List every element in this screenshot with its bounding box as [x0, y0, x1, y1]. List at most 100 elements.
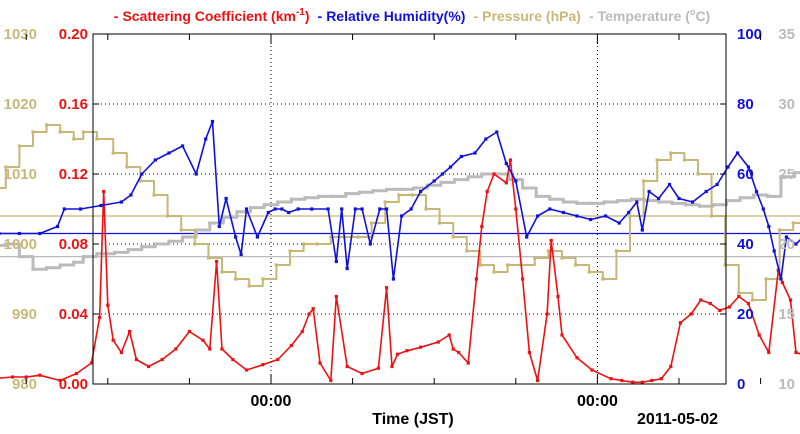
data-point-temperature — [235, 210, 239, 214]
data-point-temperature — [262, 203, 266, 207]
data-point-pressure — [206, 256, 210, 260]
data-point-humidity — [432, 179, 436, 183]
legend-scattering-close: ) — [305, 8, 310, 24]
y-tick-label-temperature: 20 — [778, 236, 795, 253]
data-point-pressure — [560, 256, 564, 260]
data-point-temperature — [738, 196, 742, 200]
data-point-scattering — [794, 350, 798, 355]
legend-humidity: Relative Humidity(%) — [326, 8, 465, 24]
data-point-humidity — [640, 228, 644, 232]
data-point-temperature — [466, 175, 470, 179]
data-point-temperature — [17, 255, 21, 259]
data-point-scattering — [300, 329, 304, 334]
data-point-temperature — [330, 194, 334, 198]
data-point-humidity — [677, 196, 681, 201]
data-point-scattering — [757, 333, 761, 337]
data-point-scattering — [474, 277, 478, 281]
data-point-temperature — [81, 255, 85, 259]
data-point-scattering — [631, 380, 635, 384]
data-point-scattering — [58, 378, 62, 383]
data-point-pressure — [166, 214, 170, 218]
series-points-pressure — [4, 123, 795, 302]
data-point-scattering — [678, 321, 682, 325]
series-points-scattering — [11, 158, 798, 384]
data-point-temperature — [684, 203, 688, 207]
data-point-humidity — [340, 207, 344, 211]
data-point-scattering — [640, 380, 644, 384]
data-point-temperature — [657, 200, 661, 204]
data-point-humidity — [604, 214, 608, 218]
data-point-scattering — [659, 377, 663, 381]
data-point-pressure — [737, 291, 741, 295]
data-point-humidity — [167, 151, 171, 155]
data-point-temperature — [779, 175, 783, 179]
data-point-pressure — [451, 235, 455, 239]
data-point-pressure — [261, 277, 265, 281]
data-point-humidity — [62, 207, 66, 211]
data-point-scattering — [395, 352, 400, 356]
data-point-humidity — [287, 210, 291, 215]
data-point-humidity — [459, 154, 463, 159]
data-point-humidity — [129, 193, 133, 197]
data-point-pressure — [247, 284, 251, 288]
data-point-humidity — [296, 207, 300, 211]
legend-prefix-temperature: - — [589, 8, 594, 24]
reference-lines — [0, 215, 800, 258]
data-point-scattering — [737, 294, 741, 299]
legend-prefix-scattering: - — [114, 8, 119, 24]
data-point-scattering — [11, 375, 15, 379]
data-point-humidity — [181, 144, 185, 148]
data-point-temperature — [602, 200, 606, 204]
legend-scattering-sup: -1 — [296, 7, 305, 18]
data-point-humidity — [153, 158, 157, 162]
data-point-pressure — [72, 137, 76, 141]
data-point-pressure — [601, 277, 605, 281]
data-point-humidity — [514, 179, 518, 183]
data-point-temperature — [249, 206, 253, 210]
data-point-scattering — [244, 368, 249, 372]
y-tick-label-scattering: 0.00 — [59, 376, 88, 393]
x-tick-label: 00:00 — [577, 393, 618, 410]
data-point-scattering — [620, 378, 624, 383]
data-point-temperature — [357, 190, 361, 194]
data-point-scattering — [480, 224, 484, 229]
y-tick-label-pressure: 980 — [12, 376, 37, 393]
y-tick-label-humidity: 20 — [737, 306, 754, 323]
data-point-humidity — [667, 182, 672, 187]
y-tick-label-temperature: 15 — [778, 306, 795, 323]
data-point-temperature — [412, 186, 416, 190]
data-point-temperature — [453, 178, 457, 182]
data-point-scattering — [134, 357, 138, 362]
data-point-temperature — [765, 194, 769, 198]
data-point-temperature — [398, 187, 402, 191]
data-point-pressure — [193, 242, 197, 246]
date-label: 2011-05-02 — [637, 411, 718, 428]
data-point-pressure — [95, 137, 99, 141]
data-point-humidity — [224, 196, 228, 201]
data-point-pressure — [791, 221, 795, 225]
data-point-humidity — [368, 242, 372, 246]
data-point-temperature — [95, 252, 99, 256]
data-point-scattering — [24, 375, 28, 379]
data-point-pressure — [533, 256, 537, 260]
data-point-pressure — [17, 144, 21, 148]
data-point-humidity — [647, 189, 651, 194]
data-point-pressure — [750, 298, 754, 302]
data-point-humidity — [385, 207, 389, 211]
data-point-humidity — [575, 214, 579, 218]
data-point-humidity — [784, 235, 788, 239]
data-point-temperature — [507, 178, 511, 182]
data-point-temperature — [643, 199, 647, 203]
data-point-humidity — [779, 277, 783, 281]
data-point-temperature — [480, 172, 484, 176]
data-point-pressure — [642, 179, 646, 183]
y-tick-label-temperature: 10 — [778, 376, 795, 393]
data-point-humidity — [378, 207, 382, 211]
plot-frame — [92, 33, 727, 385]
data-point-humidity — [767, 224, 771, 229]
data-point-humidity — [794, 242, 798, 246]
y-tick-label-scattering: 0.08 — [59, 236, 88, 253]
data-point-humidity — [419, 189, 423, 194]
data-point-scattering — [174, 347, 178, 351]
